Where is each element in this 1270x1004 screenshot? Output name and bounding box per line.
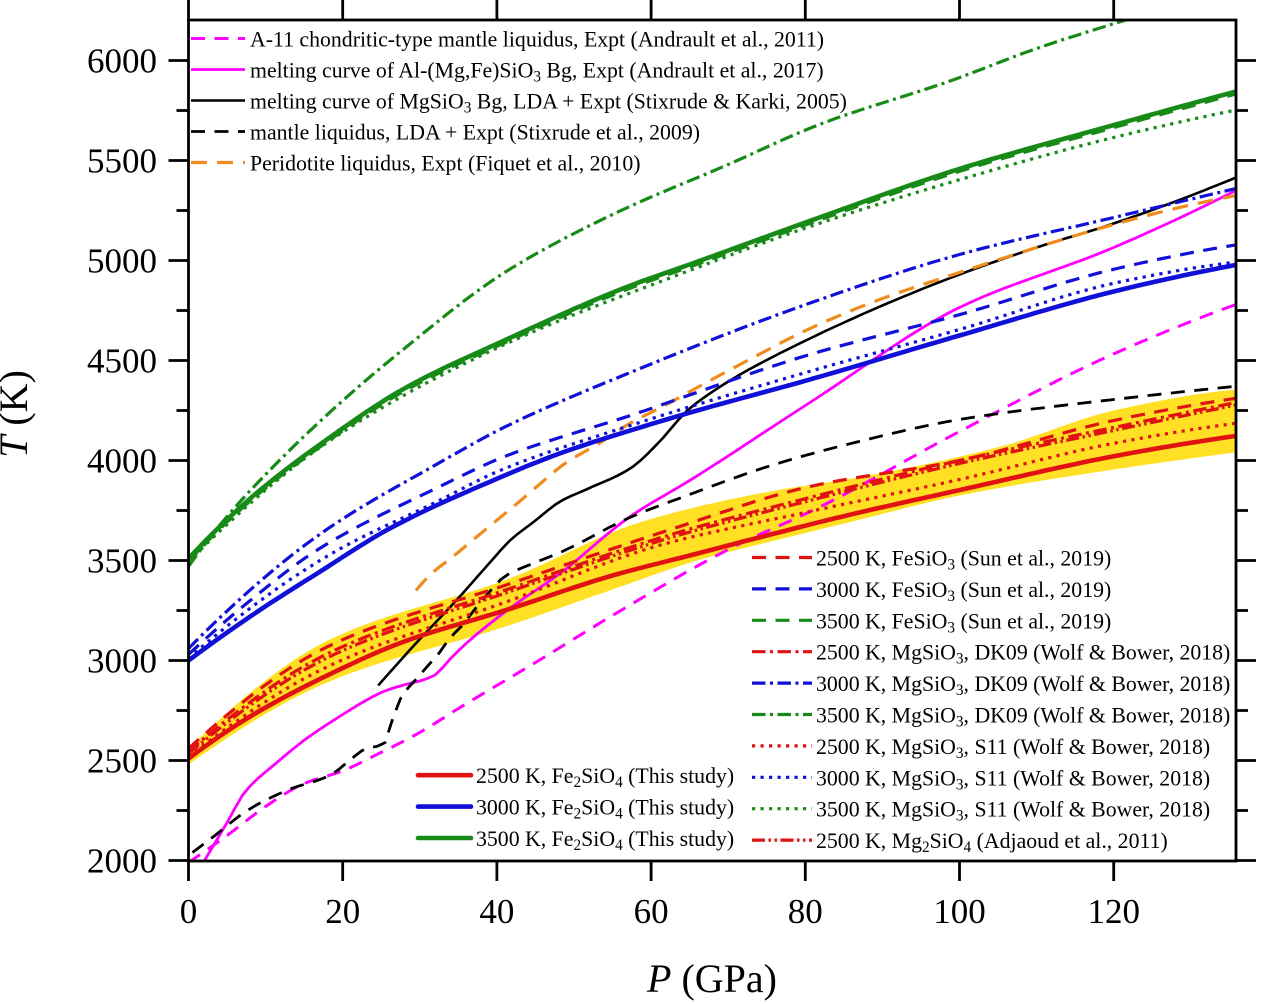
svg-text:5500: 5500: [87, 142, 157, 181]
svg-text:T (K): T (K): [0, 370, 36, 458]
svg-text:0: 0: [180, 892, 198, 931]
svg-text:2500 K, MgSiO3, S11 (Wolf & Bo: 2500 K, MgSiO3, S11 (Wolf & Bower, 2018): [816, 735, 1210, 762]
svg-text:6000: 6000: [87, 42, 157, 81]
svg-text:3500 K, MgSiO3, DK09 (Wolf & B: 3500 K, MgSiO3, DK09 (Wolf & Bower, 2018…: [816, 704, 1230, 731]
svg-text:2500 K, MgSiO3, DK09 (Wolf & B: 2500 K, MgSiO3, DK09 (Wolf & Bower, 2018…: [816, 641, 1230, 668]
svg-text:2000: 2000: [87, 842, 157, 881]
svg-text:Peridotite liquidus, Expt (Fiq: Peridotite liquidus, Expt (Fiquet et al.…: [250, 152, 640, 176]
svg-text:120: 120: [1087, 892, 1140, 931]
svg-text:100: 100: [933, 892, 986, 931]
svg-text:80: 80: [788, 892, 823, 931]
svg-text:40: 40: [479, 892, 514, 931]
svg-text:3500 K, MgSiO3, S11 (Wolf & Bo: 3500 K, MgSiO3, S11 (Wolf & Bower, 2018): [816, 798, 1210, 825]
svg-text:3000: 3000: [87, 642, 157, 681]
svg-text:3000 K, Fe2SiO4 (This study): 3000 K, Fe2SiO4 (This study): [476, 796, 734, 823]
svg-text:20: 20: [325, 892, 360, 931]
svg-text:mantle liquidus, LDA + Expt (S: mantle liquidus, LDA + Expt (Stixrude et…: [250, 121, 700, 145]
svg-text:A-11 chondritic-type mantle li: A-11 chondritic-type mantle liquidus, Ex…: [250, 28, 824, 52]
svg-text:2500: 2500: [87, 742, 157, 781]
svg-text:2500 K, Mg2SiO4 (Adjaoud et al: 2500 K, Mg2SiO4 (Adjaoud et al., 2011): [816, 829, 1168, 856]
svg-text:4500: 4500: [87, 342, 157, 381]
svg-text:3000 K, FeSiO3 (Sun et al., 20: 3000 K, FeSiO3 (Sun et al., 2019): [816, 578, 1111, 605]
svg-text:2500 K, Fe2SiO4 (This study): 2500 K, Fe2SiO4 (This study): [476, 764, 734, 791]
svg-text:3000 K, MgSiO3, DK09 (Wolf & B: 3000 K, MgSiO3, DK09 (Wolf & Bower, 2018…: [816, 672, 1230, 699]
svg-text:melting curve of MgSiO3 Bg, LD: melting curve of MgSiO3 Bg, LDA + Expt (…: [250, 90, 847, 117]
svg-text:60: 60: [634, 892, 669, 931]
svg-text:P (GPa): P (GPa): [646, 956, 777, 1001]
svg-text:3500 K, FeSiO3 (Sun et al., 20: 3500 K, FeSiO3 (Sun et al., 2019): [816, 609, 1111, 636]
svg-text:3500 K, Fe2SiO4 (This study): 3500 K, Fe2SiO4 (This study): [476, 827, 734, 854]
svg-text:3500: 3500: [87, 542, 157, 581]
svg-text:5000: 5000: [87, 242, 157, 281]
svg-text:2500 K, FeSiO3 (Sun et al., 20: 2500 K, FeSiO3 (Sun et al., 2019): [816, 547, 1111, 574]
svg-text:4000: 4000: [87, 442, 157, 481]
svg-text:3000 K, MgSiO3, S11 (Wolf & Bo: 3000 K, MgSiO3, S11 (Wolf & Bower, 2018): [816, 766, 1210, 793]
